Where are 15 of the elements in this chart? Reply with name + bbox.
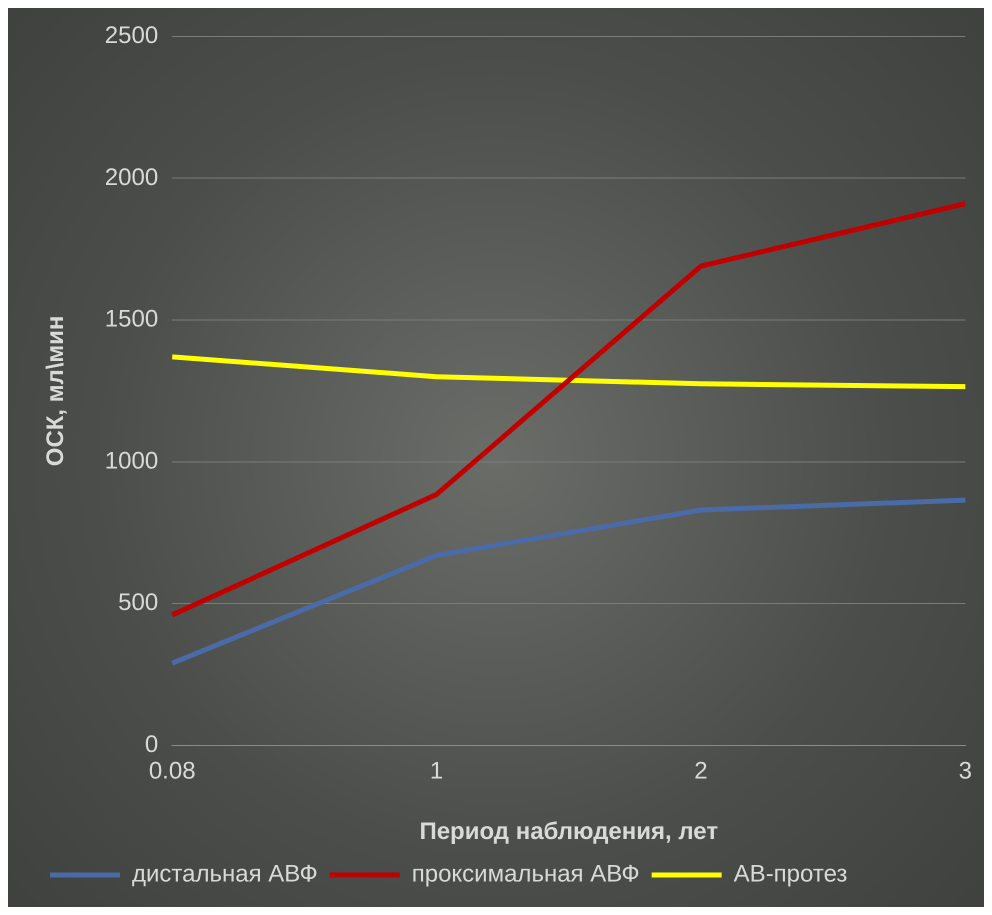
y-tick-label: 2500 (104, 22, 158, 50)
x-tick-label: 0.08 (148, 757, 196, 784)
y-tick-label: 0 (144, 731, 158, 758)
legend-label: дистальная АВФ (132, 860, 318, 888)
legend-label: проксимальная АВФ (412, 860, 640, 888)
y-tick-label: 500 (118, 589, 158, 616)
x-tick-label: 2 (694, 757, 708, 784)
x-tick-label: 3 (958, 757, 972, 784)
legend-label: АВ-протез (734, 860, 848, 888)
y-tick-label: 1500 (104, 306, 158, 333)
x-axis-title: Период наблюдения, лет (419, 818, 718, 846)
x-tick-label: 1 (430, 757, 444, 784)
y-axis-title: ОСК, мл\мин (42, 316, 70, 466)
y-tick-label: 1000 (104, 447, 158, 474)
y-tick-label: 2000 (104, 164, 158, 191)
